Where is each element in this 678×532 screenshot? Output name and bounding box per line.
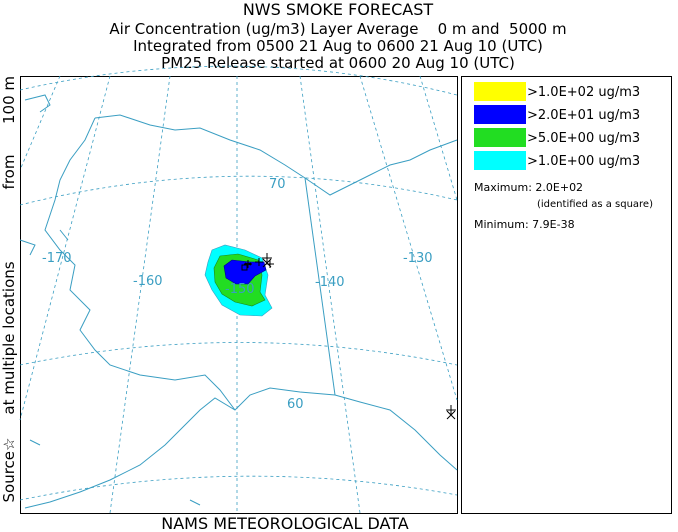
graticule <box>19 342 458 366</box>
graticule <box>19 175 458 206</box>
side-label-part: from <box>0 155 18 190</box>
plume-contour <box>223 259 267 285</box>
source-markers <box>244 253 456 420</box>
graticule <box>109 75 171 514</box>
longitude-label: -150 <box>225 282 255 297</box>
maximum-square <box>241 264 248 271</box>
graticule <box>19 75 61 171</box>
legend-label: >5.0E+00 ug/m3 <box>527 131 640 146</box>
graticule <box>299 75 361 514</box>
legend-label: >2.0E+01 ug/m3 <box>527 108 640 123</box>
longitude-label: -160 <box>133 274 163 289</box>
graticule <box>19 475 458 501</box>
legend-label: >1.0E+00 ug/m3 <box>527 154 640 169</box>
maximum-note: (identified as a square) <box>537 199 653 210</box>
subtitle: Integrated from 0500 21 Aug to 0600 21 A… <box>133 37 543 55</box>
coastline <box>24 387 336 509</box>
side-label-part: at multiple locations <box>0 261 18 414</box>
longitude-label: -170 <box>42 251 72 266</box>
latitude-label: 60 <box>287 397 304 412</box>
graticule <box>359 75 458 401</box>
side-label-part: 100 m <box>0 76 18 124</box>
border <box>304 177 336 396</box>
longitude-label: -130 <box>403 251 433 266</box>
legend-label: >1.0E+02 ug/m3 <box>527 85 640 100</box>
subtitle: Air Concentration (ug/m3) Layer Average … <box>109 20 566 38</box>
subtitle: PM25 Release started at 0600 20 Aug 10 (… <box>161 54 515 72</box>
legend-swatch <box>474 105 526 124</box>
coastline <box>334 394 458 471</box>
footer: NAMS METEOROLOGICAL DATA <box>161 514 409 532</box>
title: NWS SMOKE FORECAST <box>243 0 434 19</box>
longitude-label: -140 <box>315 275 345 290</box>
legend-swatch <box>474 128 526 147</box>
legend-frame <box>461 76 672 514</box>
minimum: Minimum: 7.9E-38 <box>474 218 575 231</box>
coastline <box>24 94 458 196</box>
island <box>19 229 201 506</box>
coastline <box>44 117 236 411</box>
graticule <box>19 65 458 96</box>
side-label-part: Source☆ <box>0 438 18 503</box>
legend-swatch <box>474 151 526 170</box>
latitude-label: 70 <box>269 177 286 192</box>
graticule <box>19 75 111 421</box>
maximum: Maximum: 2.0E+02 <box>474 181 583 194</box>
legend-swatch <box>474 82 526 101</box>
map: -170 -160 -150 -140 -130 70 60 <box>19 65 458 514</box>
side-label: Source☆ at multiple locations from 100 m <box>0 76 18 502</box>
legend: >1.0E+02 ug/m3 >2.0E+01 ug/m3 >5.0E+00 ug/… <box>474 82 640 170</box>
